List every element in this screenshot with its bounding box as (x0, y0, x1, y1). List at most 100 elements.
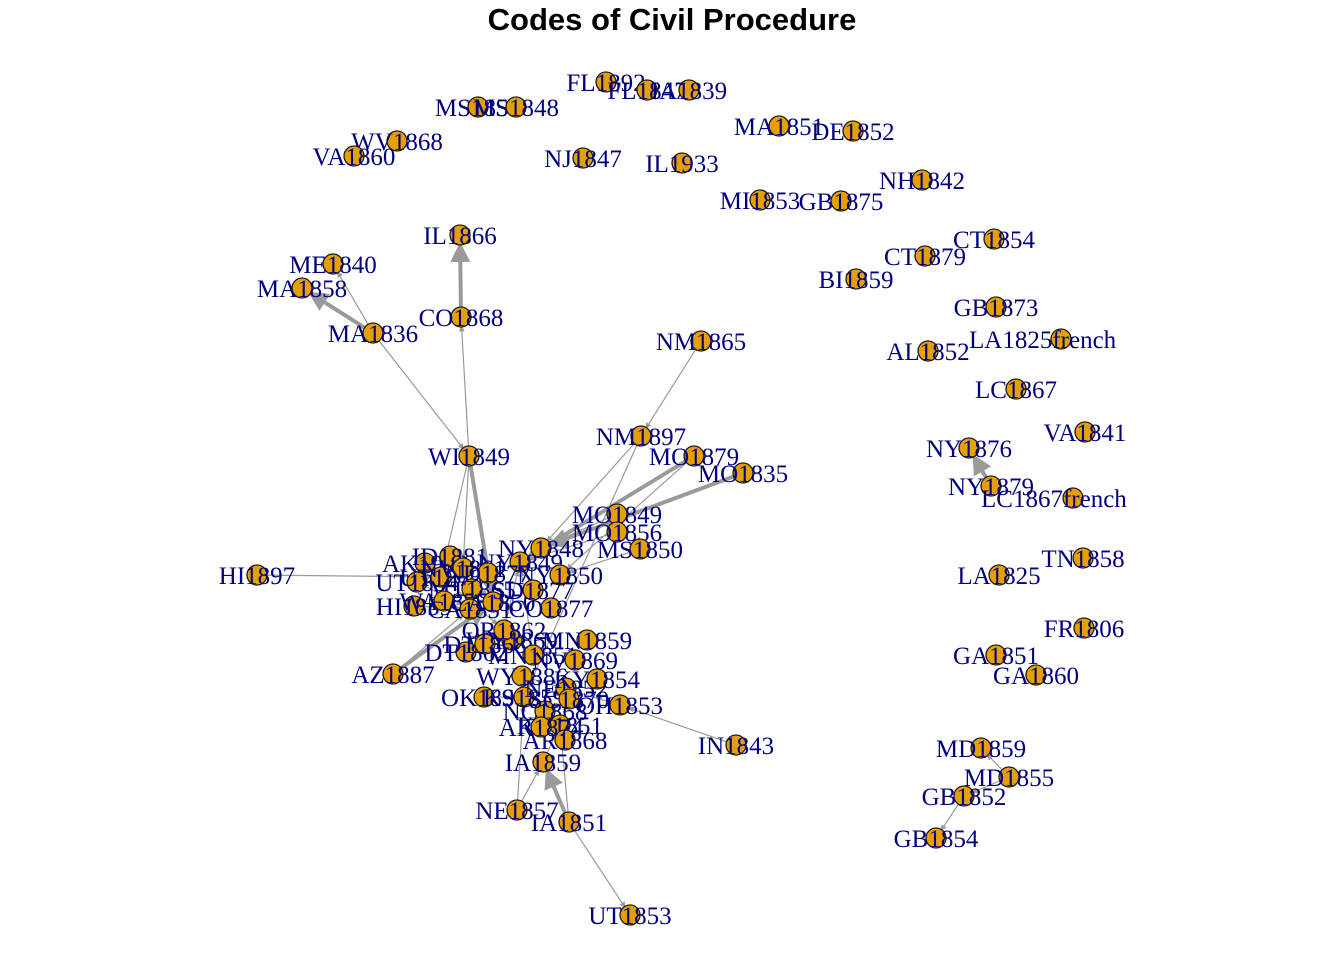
node-marker (513, 686, 535, 708)
node-label: GB1873 (954, 295, 1039, 322)
node-marker (322, 253, 344, 275)
node-label: OK1891 (441, 685, 527, 712)
node-GB1854: GB1854 (894, 826, 979, 853)
node-label: MO1879 (649, 444, 739, 471)
node-NY1850: NY1850 (517, 563, 603, 590)
node-GB1875: GB1875 (799, 189, 884, 216)
node-marker (564, 649, 586, 671)
node-label: AZ1887 (351, 662, 434, 689)
node-label: AL1852 (886, 339, 969, 366)
node-marker (433, 590, 455, 612)
node-marker (671, 152, 693, 174)
figure-title: Codes of Civil Procedure (487, 2, 857, 37)
node-marker (414, 552, 436, 574)
node-marker (586, 668, 608, 690)
node-marker (925, 827, 947, 849)
node-NY1876: NY1876 (926, 436, 1012, 463)
node-MA1851: MA1851 (734, 114, 824, 141)
node-marker (482, 591, 504, 613)
node-marker (845, 268, 867, 290)
edge-MN1851-NY1849 (519, 570, 533, 647)
edge-MA1836-WI1849 (378, 339, 464, 450)
node-marker (725, 734, 747, 756)
node-marker (522, 579, 544, 601)
node-marker (998, 766, 1020, 788)
node-LC1867french: LC1867french (981, 486, 1127, 513)
node-label: DE1852 (811, 119, 894, 146)
node-NY1879: NY1879 (948, 474, 1034, 501)
node-marker (576, 629, 598, 651)
node-OR1862: OR1862 (462, 618, 547, 645)
node-marker (842, 120, 864, 142)
node-GB1852: GB1852 (922, 784, 1007, 811)
node-AZ1887: AZ1887 (351, 662, 434, 689)
node-marker (917, 340, 939, 362)
edge-MD1855-GB1852 (971, 779, 1001, 794)
node-label: NY1879 (948, 474, 1034, 501)
node-NJ1847: NJ1847 (544, 146, 622, 173)
node-CO1877: CO1877 (509, 596, 594, 623)
node-DT1868: DT1868 (443, 632, 526, 659)
node-marker (1050, 328, 1072, 350)
edge-MA1836-MA1858 (307, 291, 367, 330)
edge-MA1836-ME1840 (336, 271, 370, 326)
node-label: WY1886 (476, 664, 568, 691)
node-MD1855: MD1855 (964, 765, 1054, 792)
node-label: TN1858 (1041, 546, 1124, 573)
node-IL1933: IL1933 (645, 151, 719, 178)
node-label: SD1877 (492, 578, 574, 605)
node-label: NV1869 (532, 648, 618, 675)
node-marker (830, 190, 852, 212)
edge-MD1855-MD1859 (986, 754, 1004, 771)
edge-HI1897-UT1870 (265, 573, 433, 580)
edge-NE1857-KS1859 (516, 705, 527, 802)
node-ID1881: ID1881 (412, 544, 488, 571)
node-MS1850: MS1850 (597, 537, 683, 564)
node-label: MA1851 (734, 114, 824, 141)
node-LC1867: LC1867 (975, 377, 1057, 404)
node-WY1886: WY1886 (476, 664, 568, 691)
node-OK1891: OK1891 (441, 685, 527, 712)
node-label: IL1866 (423, 223, 497, 250)
node-label: IL1933 (645, 151, 719, 178)
node-marker (506, 799, 528, 821)
node-ND1877: ND1877 (445, 561, 531, 588)
node-marker (1005, 378, 1027, 400)
node-VA1860: VA1860 (313, 144, 396, 171)
node-label: GB1854 (894, 826, 979, 853)
node-TN1858: TN1858 (1041, 546, 1124, 573)
node-marker (595, 71, 617, 93)
node-label: MN1851 (488, 643, 578, 670)
node-marker (522, 644, 544, 666)
edge-NE1857-IA1859 (520, 769, 540, 803)
node-marker (455, 641, 477, 663)
node-label: DT1868 (443, 632, 526, 659)
node-CA1850: CA1850 (451, 590, 536, 617)
edge-NM1897-KS1859 (527, 443, 638, 690)
node-label: MA1858 (257, 276, 347, 303)
node-label: GB1852 (922, 784, 1007, 811)
node-marker (452, 557, 474, 579)
node-marker (1073, 617, 1095, 639)
node-WI1849: WI1849 (428, 444, 510, 471)
node-marker (532, 751, 554, 773)
node-label: MO1835 (698, 461, 788, 488)
node-NM1865: NM1865 (656, 329, 746, 356)
node-marker (382, 663, 404, 685)
edge-MS1850-NY1850 (567, 551, 632, 574)
node-NH1842: NH1842 (879, 168, 965, 195)
edge-NM1897-NY1848 (546, 442, 636, 542)
node-FR1806: FR1806 (1044, 616, 1125, 643)
node-AL1852: AL1852 (886, 339, 969, 366)
edge-IA1851-IA1859 (544, 768, 568, 815)
node-ME1840: ME1840 (289, 252, 377, 279)
node-marker (606, 521, 628, 543)
node-label: CT1879 (884, 244, 966, 271)
node-label: VA1860 (313, 144, 396, 171)
node-marker (511, 665, 533, 687)
node-NM1897: NM1897 (596, 424, 686, 451)
edge-IA1859-KY1851 (546, 732, 557, 755)
node-marker (530, 537, 552, 559)
node-KY1854: KY1854 (554, 667, 641, 694)
node-CO1868: CO1868 (419, 305, 504, 332)
